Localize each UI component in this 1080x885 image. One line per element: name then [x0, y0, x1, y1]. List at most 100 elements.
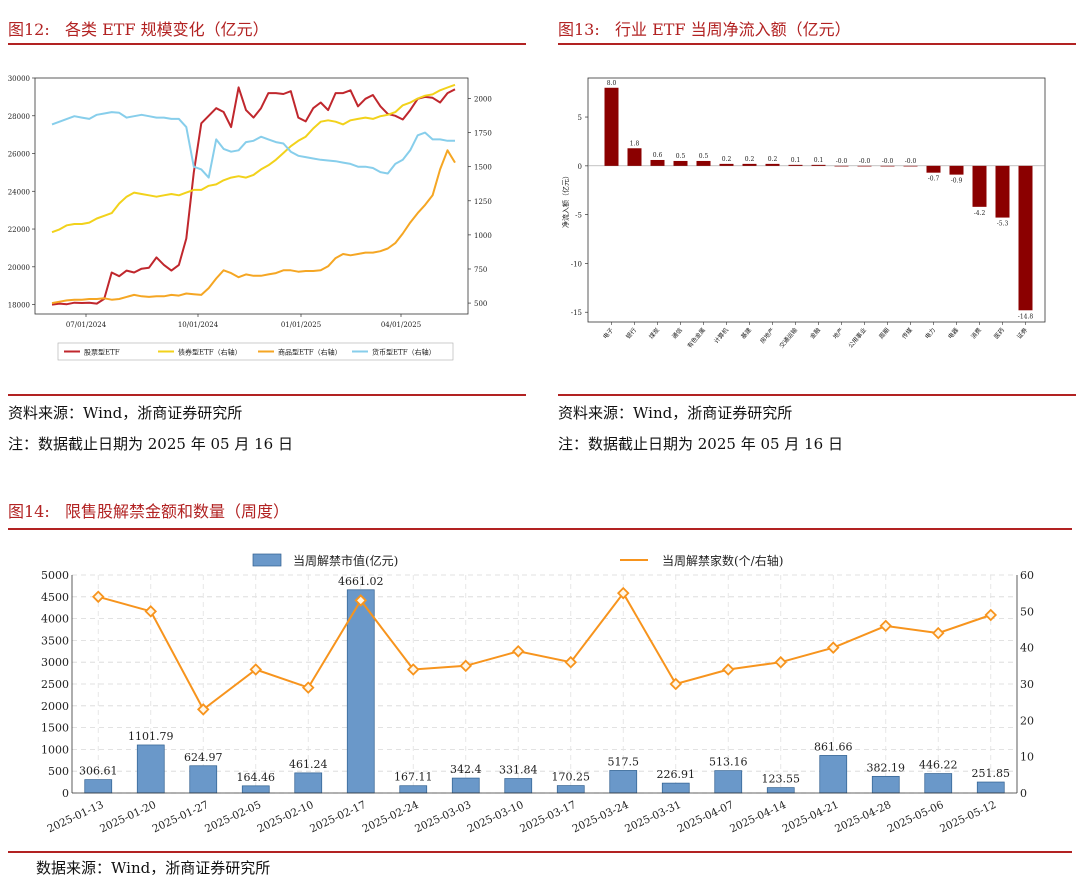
flow-bar	[604, 87, 619, 166]
lockup-bar	[556, 785, 585, 794]
flow-x-tick-label: 医药	[992, 326, 1006, 340]
lockup-count-marker	[931, 626, 945, 640]
lockup-bar	[504, 778, 533, 794]
lockup-bar	[871, 775, 900, 794]
etf-left-tick-label: 30000	[8, 75, 30, 83]
lockup-bar-label: 461.24	[289, 758, 328, 771]
flow-x-tick-label: 传媒	[900, 326, 914, 340]
lockup-x-tick-label: 2025-01-20	[98, 799, 158, 835]
flow-bar	[857, 165, 872, 167]
flow-bar	[926, 165, 941, 173]
etf-lines	[51, 83, 456, 306]
etf-legend: 股票型ETF 债券型ETF（右轴） 商品型ETF（右轴） 货币型ETF（右轴）	[57, 342, 454, 361]
flow-bar-label: -0.0	[836, 158, 848, 165]
flow-bar	[903, 165, 918, 167]
etf-left-tick-label: 24000	[8, 188, 30, 196]
lockup-count-marker	[826, 641, 840, 654]
flow-bar-label: 0.2	[722, 156, 732, 163]
flow-bar	[834, 165, 849, 167]
etf-left-tick-label: 20000	[8, 264, 30, 272]
flow-x-tick-label: 周期	[877, 326, 891, 340]
lockup-x-tick-label: 2025-03-03	[413, 799, 473, 835]
lockup-bar-label: 1101.79	[128, 730, 174, 743]
flow-x-tick-label: 基建	[739, 326, 753, 340]
lockup-count-marker	[406, 663, 420, 676]
lockup-bar	[241, 785, 270, 794]
lockup-x-tick-label: 2025-03-17	[518, 799, 578, 835]
flow-bar	[719, 163, 734, 166]
lockup-bar	[819, 755, 848, 794]
etf-plot-frame	[34, 77, 469, 315]
flow-plot-frame	[587, 77, 1046, 323]
flow-x-tick-label: 银行	[624, 326, 638, 340]
etf-legend-label: 商品型ETF（右轴）	[278, 348, 342, 357]
lockup-count-marker	[301, 681, 315, 694]
lockup-x-tick-label: 2025-02-05	[203, 799, 263, 835]
lockup-count-marker	[564, 655, 578, 669]
flow-x-tick-label: 电力	[923, 326, 937, 340]
lockup-count-marker	[196, 703, 210, 716]
flow-y-tick-label: 5	[578, 114, 582, 122]
lockup-legend-bar-label: 当周解禁市值(亿元)	[293, 553, 398, 568]
fig12-title: 图12: 各类 ETF 规模变化（亿元）	[8, 20, 269, 39]
lockup-right-tick-label: 50	[1020, 605, 1034, 618]
flow-bar-label: -0.9	[951, 178, 963, 185]
lockup-left-tick-label: 500	[48, 765, 69, 778]
lockup-count-marker	[144, 605, 158, 618]
lockup-chart: 306.61 1101.79 624.97 164.46 461.24 4661.02 16…	[41, 553, 1034, 835]
lockup-left-tick-label: 2000	[41, 700, 69, 713]
etf-x-tick-label: 10/01/2024	[178, 321, 219, 329]
etf-left-tick-label: 22000	[8, 226, 30, 234]
etf-series-line-3	[51, 111, 455, 179]
fig12-note: 注：数据截止日期为 2025 年 05 月 16 日	[8, 435, 293, 453]
flow-bar-label: 0.5	[676, 153, 686, 160]
etf-right-tick-label: 1750	[474, 130, 492, 138]
etf-legend-label: 股票型ETF	[84, 348, 120, 357]
lockup-count-marker	[669, 677, 683, 691]
lockup-x-tick-label: 2025-04-07	[676, 799, 736, 835]
lockup-legend-line-label: 当周解禁家数(个/右轴)	[662, 553, 783, 568]
lockup-bar	[84, 779, 113, 794]
lockup-bar-label: 167.11	[394, 771, 433, 784]
flow-bar-label: -0.7	[928, 176, 940, 183]
lockup-bar	[714, 770, 743, 794]
lockup-right-tick-label: 30	[1020, 678, 1034, 691]
flow-bar	[742, 163, 757, 166]
etf-legend-label: 债券型ETF（右轴）	[178, 348, 242, 357]
lockup-right-tick-label: 10	[1020, 751, 1034, 764]
lockup-bar-label: 446.22	[919, 759, 958, 772]
fig14-source: 数据来源：Wind，浙商证券研究所	[36, 859, 271, 877]
lockup-bar-label: 306.61	[79, 765, 118, 778]
lockup-bar-label: 517.5	[608, 755, 640, 768]
flow-y-tick-label: -15	[571, 309, 582, 317]
etf-right-tick-label: 750	[474, 266, 487, 274]
lockup-bar	[294, 772, 323, 794]
flow-bar-label: -0.0	[882, 158, 894, 165]
lockup-x-tick-label: 2025-04-14	[728, 799, 788, 836]
etf-left-tick-label: 26000	[8, 151, 30, 159]
etf-left-tick-label: 28000	[8, 113, 30, 121]
lockup-left-tick-label: 1500	[41, 722, 69, 735]
lockup-count-marker	[354, 594, 368, 607]
lockup-count-marker	[774, 655, 788, 669]
flow-bar	[765, 163, 780, 166]
lockup-axes: 5000450040003500300025002000150010005000…	[41, 569, 1034, 835]
lockup-right-tick-label: 0	[1020, 787, 1027, 800]
etf-x-tick-label: 04/01/2025	[381, 321, 421, 329]
lockup-left-tick-label: 1000	[41, 743, 69, 756]
flow-bar-label: 0.1	[791, 157, 801, 164]
lockup-bar	[189, 765, 218, 794]
lockup-bar	[976, 781, 1005, 794]
lockup-line	[91, 586, 998, 716]
fig13-note: 注：数据截止日期为 2025 年 05 月 16 日	[558, 435, 843, 453]
flow-bar-label: 0.2	[768, 156, 778, 163]
flow-x-tick-label: 房地产	[758, 326, 776, 345]
flow-y-axis-label: 净流入额（亿元）	[561, 172, 570, 228]
flow-bar	[1018, 165, 1033, 311]
flow-bar-label: 0.5	[699, 153, 709, 160]
flow-bar	[995, 165, 1010, 218]
lockup-x-tick-label: 2025-02-10	[256, 799, 316, 835]
lockup-left-tick-label: 3500	[41, 634, 69, 647]
lockup-left-tick-label: 4000	[41, 613, 69, 626]
lockup-count-marker	[984, 608, 998, 622]
